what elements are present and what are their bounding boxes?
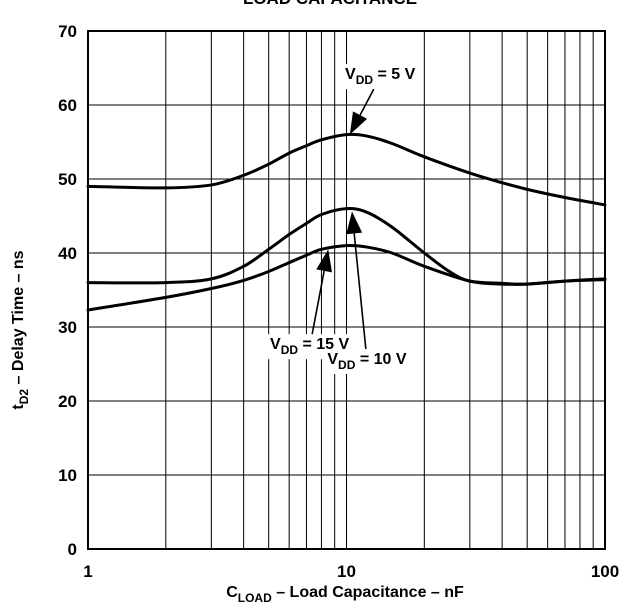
annotation-arrow-head: [349, 111, 368, 135]
annotation-arrow-shaft: [359, 88, 375, 116]
y-tick-label: 50: [58, 170, 77, 189]
y-tick-label: 70: [58, 22, 77, 41]
annotation-background: [341, 64, 420, 90]
annotation-arrow-head: [346, 211, 363, 235]
annotation-label-vdd-15-v: VDD = 15 V: [270, 336, 349, 357]
y-tick-label: 30: [58, 318, 77, 337]
y-tick-label: 20: [58, 392, 77, 411]
x-axis-title: CLOAD – Load Capacitance – nF: [226, 584, 464, 605]
series-line-vdd-15-v: [86, 244, 607, 312]
y-tick-label: 60: [58, 96, 77, 115]
annotation-arrow-shaft: [353, 233, 367, 350]
annotation-arrow-head: [316, 249, 333, 273]
annotation-arrow-shaft: [311, 270, 325, 335]
y-tick-label: 40: [58, 244, 77, 263]
x-tick-label: 100: [591, 562, 619, 581]
series-line-vdd-5-v: [86, 132, 607, 207]
plot-frame: [87, 30, 606, 550]
chart-title: LOAD CAPACITANCE: [243, 0, 417, 8]
y-axis-title: tD2 – Delay Time – ns: [10, 250, 31, 409]
x-tick-label: 10: [337, 562, 356, 581]
y-tick-label: 10: [58, 466, 77, 485]
annotation-label-vdd-10-v: VDD = 10 V: [327, 351, 406, 372]
grid: [87, 30, 606, 550]
annotation-label-vdd-5-v: VDD = 5 V: [345, 66, 416, 87]
plot-border: [87, 30, 606, 550]
y-tick-label: 0: [68, 540, 77, 559]
annotation-background: [323, 349, 411, 374]
x-tick-label: 1: [83, 562, 92, 581]
series-layer: [86, 132, 607, 312]
tick-labels: 0 10 20 30 40 50 60 70 1 10 100: [58, 22, 619, 581]
